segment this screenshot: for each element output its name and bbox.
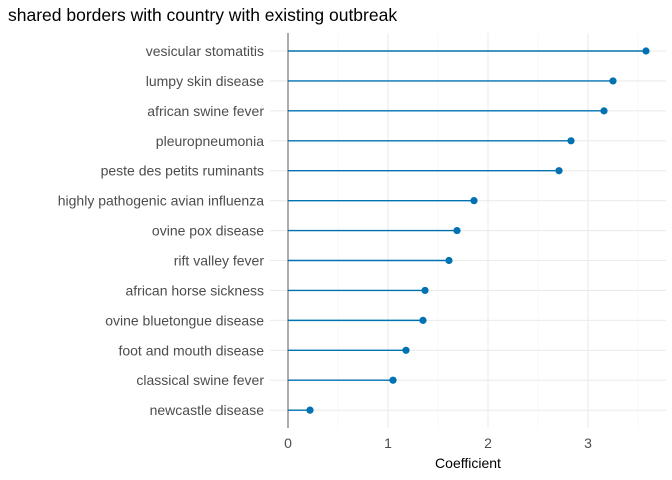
category-label: ovine pox disease [152,223,264,239]
data-point [470,197,478,205]
data-point [402,346,410,354]
data-point [600,107,608,115]
data-point [419,316,427,324]
category-label: african swine fever [147,103,264,119]
x-tick-labels: 0 1 2 3 [284,435,592,451]
category-label: lumpy skin disease [146,73,264,89]
data-point [555,167,563,175]
data-point [389,376,397,384]
data-point [306,406,314,414]
data-point [609,77,617,85]
lollipop-stems [288,50,646,411]
data-point [567,137,575,145]
x-tick-label: 0 [284,435,292,451]
category-label: pleuropneumonia [156,133,264,149]
x-tick-label: 2 [484,435,492,451]
data-point [421,286,429,295]
category-label: classical swine fever [136,372,264,388]
category-label: highly pathogenic avian influenza [58,193,264,209]
category-label: vesicular stomatitis [146,43,264,59]
category-label: peste des petits ruminants [101,163,264,179]
category-label: african horse sickness [125,282,264,298]
x-tick-label: 1 [384,435,392,451]
x-axis-title: Coefficient [435,455,501,471]
data-point [453,226,461,235]
lollipop-points [306,47,650,414]
category-label: foot and mouth disease [118,342,264,358]
category-label: ovine bluetongue disease [105,312,264,328]
data-point [445,256,453,265]
x-tick-label: 3 [584,435,592,451]
chart-title: shared borders with country with existin… [8,5,397,25]
category-labels: vesicular stomatitis lumpy skin disease af… [58,43,265,418]
category-label: newcastle disease [150,402,265,418]
data-point [642,47,650,55]
category-label: rift valley fever [174,253,265,269]
